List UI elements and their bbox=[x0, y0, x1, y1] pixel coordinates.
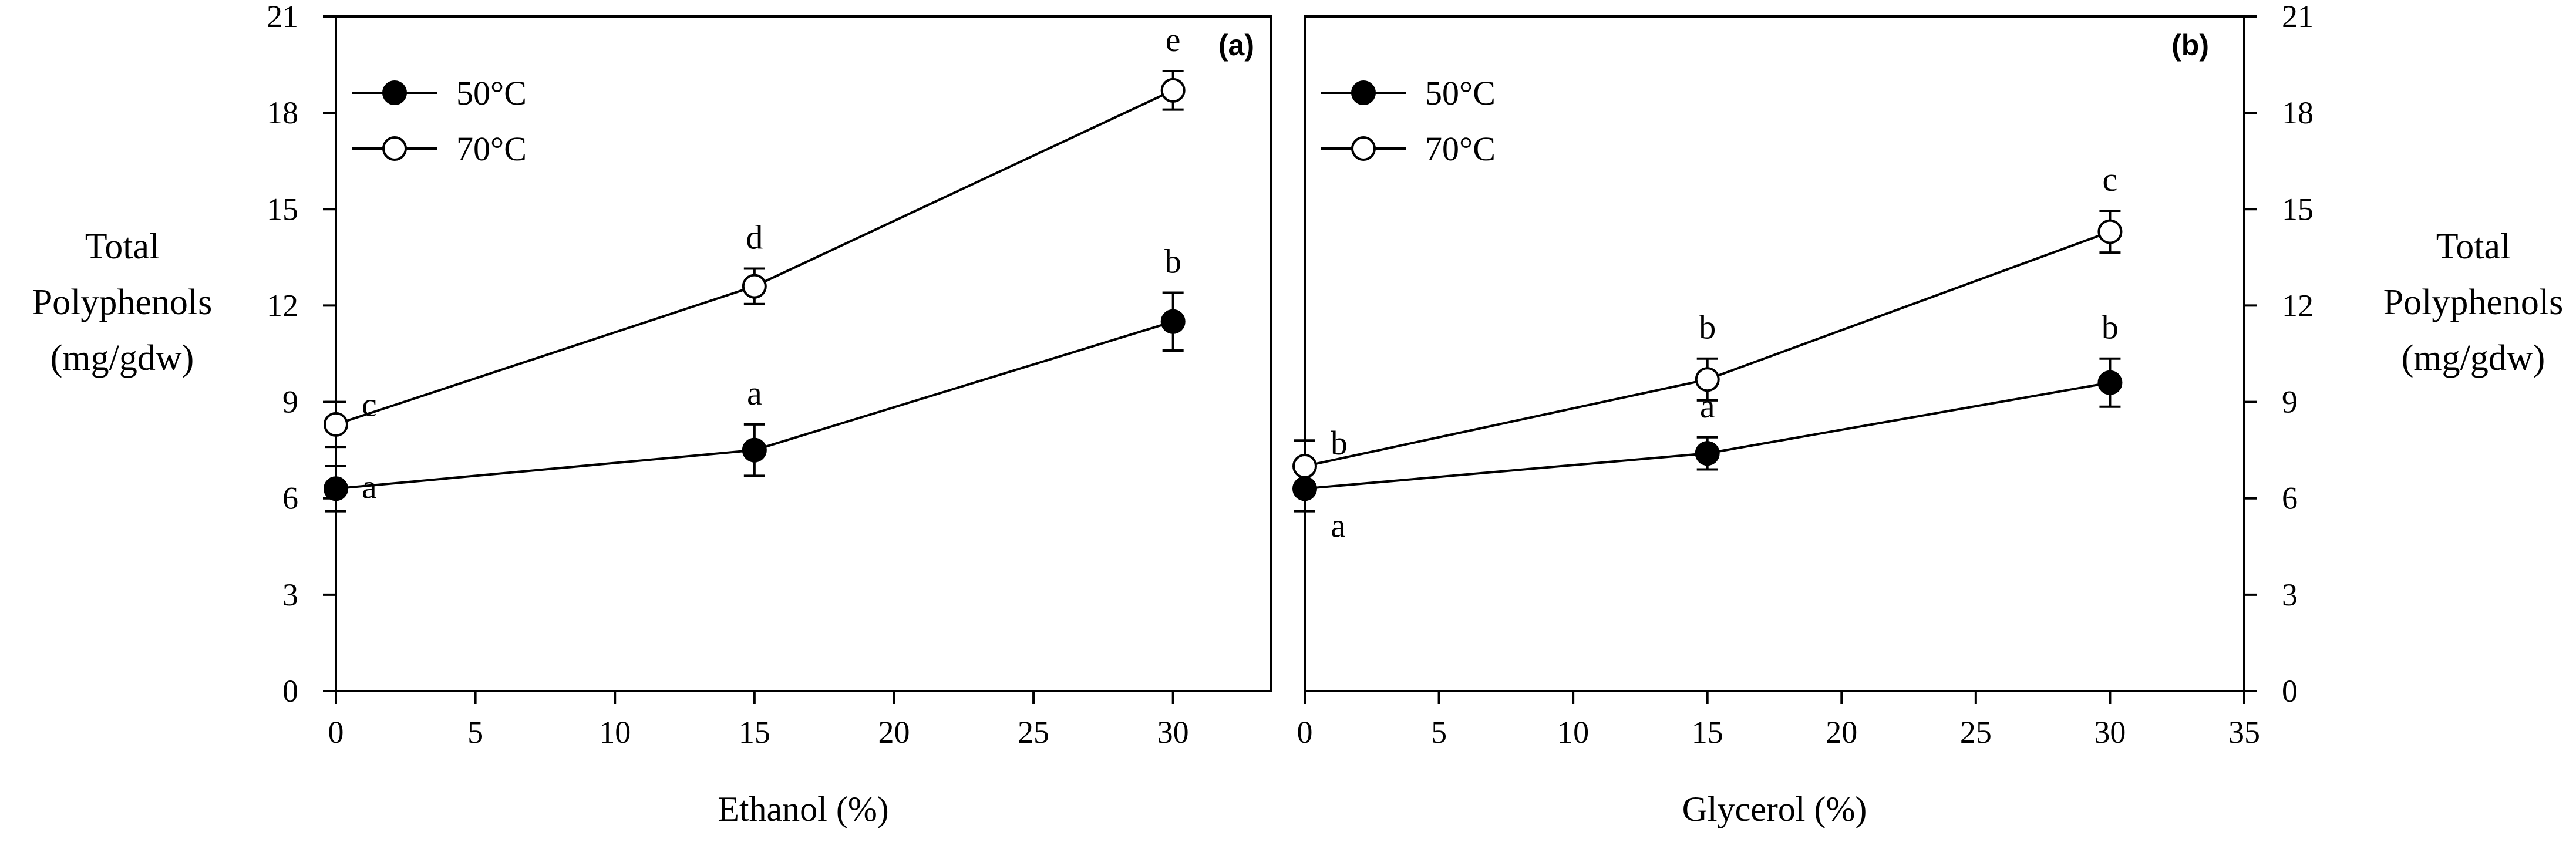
x-axis-title: Glycerol (%) bbox=[1682, 790, 1867, 828]
data-point bbox=[742, 437, 767, 463]
significance-letter: d bbox=[746, 218, 763, 257]
x-tick-label: 0 bbox=[328, 715, 344, 750]
y-axis-title-line: Polyphenols bbox=[32, 282, 213, 322]
x-tick-label: 30 bbox=[1157, 715, 1189, 750]
data-point bbox=[742, 274, 767, 299]
x-tick-label: 5 bbox=[1431, 715, 1447, 750]
x-tick-label: 20 bbox=[1826, 715, 1857, 750]
y-tick-label: 21 bbox=[2282, 0, 2314, 34]
significance-letter: c bbox=[2103, 160, 2118, 198]
y-axis-title-line: Total bbox=[2436, 227, 2511, 267]
y-axis-title-line: Total bbox=[85, 227, 160, 267]
x-tick-label: 25 bbox=[1018, 715, 1049, 750]
x-tick-label: 10 bbox=[1557, 715, 1589, 750]
panel-a: 0 5 10 15 20 25 30 0 3 6 9 12 15 18 21 Ethanol (%) Total… bbox=[32, 0, 1272, 828]
data-point bbox=[1695, 441, 1720, 466]
significance-letter: c bbox=[362, 386, 377, 424]
legend-marker bbox=[1351, 80, 1376, 105]
legend-label: 50°C bbox=[1425, 74, 1496, 112]
y-tick-label: 0 bbox=[2282, 673, 2298, 709]
significance-letter: b bbox=[1164, 242, 1181, 281]
significance-letter: b bbox=[1699, 308, 1716, 346]
x-axis-title: Ethanol (%) bbox=[718, 790, 889, 828]
significance-letter: a bbox=[747, 374, 762, 412]
plot-frame bbox=[1304, 15, 2245, 692]
legend-label: 50°C bbox=[456, 74, 527, 112]
panel-label: (b) bbox=[2171, 29, 2209, 62]
data-point bbox=[1160, 78, 1186, 103]
panel-label: (a) bbox=[1218, 29, 1254, 62]
significance-letter: b bbox=[1331, 424, 1348, 462]
y-tick-label: 12 bbox=[2282, 288, 2314, 323]
x-tick-label: 10 bbox=[599, 715, 631, 750]
legend-label: 70°C bbox=[1425, 130, 1496, 168]
y-tick-label: 15 bbox=[267, 191, 298, 227]
panel-b: 0 5 10 15 20 25 30 35 0 3 6 9 12 15 18 21 Glycerol (%) To… bbox=[1292, 0, 2564, 828]
data-point bbox=[1160, 309, 1186, 334]
y-tick-label: 6 bbox=[2282, 481, 2298, 516]
x-tick-label: 0 bbox=[1297, 715, 1313, 750]
legend-marker bbox=[1351, 136, 1376, 161]
y-axis-title-line: Polyphenols bbox=[2383, 282, 2564, 322]
series-line bbox=[1304, 230, 2111, 467]
data-point bbox=[324, 412, 348, 437]
x-tick-label: 25 bbox=[1960, 715, 1992, 750]
legend-marker bbox=[382, 80, 407, 105]
y-tick-label: 18 bbox=[267, 95, 298, 130]
y-tick-label: 3 bbox=[2282, 577, 2298, 612]
x-tick-label: 5 bbox=[467, 715, 483, 750]
series-50C bbox=[324, 291, 1186, 513]
y-tick-label: 9 bbox=[282, 385, 298, 420]
significance-letter: a bbox=[362, 467, 377, 506]
data-point bbox=[2097, 370, 2123, 395]
y-tick-label: 6 bbox=[282, 481, 298, 516]
series-70C bbox=[324, 70, 1186, 449]
y-tick-label: 18 bbox=[2282, 95, 2314, 130]
x-tick-label: 15 bbox=[739, 715, 770, 750]
y-tick-label: 21 bbox=[267, 0, 298, 34]
plot-frame bbox=[335, 15, 1272, 692]
significance-letter: a bbox=[1331, 507, 1346, 545]
data-point bbox=[1292, 454, 1317, 479]
x-tick-label: 15 bbox=[1692, 715, 1723, 750]
x-tick-label: 20 bbox=[878, 715, 910, 750]
legend-label: 70°C bbox=[456, 130, 527, 168]
y-tick-label: 12 bbox=[267, 288, 298, 323]
y-tick-label: 9 bbox=[2282, 385, 2298, 420]
x-tick-label: 35 bbox=[2228, 715, 2260, 750]
y-tick-label: 0 bbox=[282, 673, 298, 709]
y-axis-title-line: (mg/gdw) bbox=[2402, 338, 2545, 378]
data-point bbox=[1695, 367, 1720, 392]
significance-letter: e bbox=[1166, 21, 1181, 59]
legend-marker bbox=[382, 136, 407, 161]
y-tick-label: 15 bbox=[2282, 191, 2314, 227]
series-70C bbox=[1292, 210, 2123, 493]
y-axis-title-line: (mg/gdw) bbox=[50, 338, 194, 378]
significance-letter: b bbox=[2102, 308, 2119, 346]
data-point bbox=[324, 476, 348, 501]
data-point bbox=[2097, 219, 2123, 244]
y-tick-label: 3 bbox=[282, 577, 298, 612]
x-tick-label: 30 bbox=[2094, 715, 2126, 750]
